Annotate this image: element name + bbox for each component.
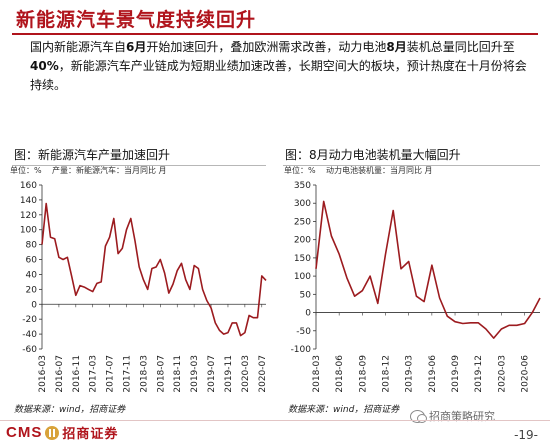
production-xtick-label: 2016-07 <box>55 355 65 393</box>
production-ytick-label: 80 <box>26 241 38 251</box>
battery-ytick-label: 100 <box>294 272 311 282</box>
production-xtick-label: 2019-07 <box>207 355 217 393</box>
production-xtick-label: 2018-11 <box>173 355 183 393</box>
battery-xtick-label: 2018-09 <box>358 355 368 393</box>
watermark: 招商策略研究 <box>410 408 495 424</box>
source-note-right: 数据来源：wind，招商证券 <box>288 405 400 415</box>
source-note-left: 数据来源：wind，招商证券 <box>14 405 126 415</box>
cms-logo-icon <box>45 425 60 440</box>
production-ytick-label: 40 <box>26 270 38 280</box>
battery-ytick-label: 0 <box>305 309 311 319</box>
page-number: -19- <box>514 428 538 442</box>
production-series-line-0 <box>41 202 267 337</box>
production-ytick-label: 100 <box>20 226 37 236</box>
production-xtick-label: 2017-03 <box>89 355 99 393</box>
production-ytick-label: 20 <box>26 285 38 295</box>
battery-ytick-label: 150 <box>294 254 311 264</box>
battery-xtick-label: 2019-12 <box>474 355 484 393</box>
production-ytick-label: 120 <box>20 211 37 221</box>
battery-ytick-label: 300 <box>294 199 311 209</box>
production-yoy-chart: 单位：% 产量：新能源汽车：当月同比 月 -60 -40 -20 0 20 40 60 80 100… <box>10 165 268 393</box>
summary-text: 国内新能源汽车自6月开始加速回升，叠加欧洲需求改善，动力电池8月装机总量同比回升… <box>30 38 535 95</box>
battery-series-line-0 <box>315 200 541 339</box>
production-xtick-label: 2018-07 <box>156 355 166 393</box>
battery-xtick-label: 2019-06 <box>428 355 438 393</box>
summary-part-3: 装机总量同比回升至 <box>406 40 515 54</box>
title-divider <box>12 33 538 35</box>
production-unit-label: 单位：% <box>10 165 42 175</box>
chart-title-battery: 图：8月动力电池装机量大幅回升 <box>283 145 540 166</box>
summary-part-1: 国内新能源汽车自 <box>30 40 127 54</box>
battery-xtick-label: 2019-03 <box>405 355 415 393</box>
production-ytick-label: -60 <box>22 345 37 355</box>
production-xtick-label: 2016-03 <box>38 355 48 393</box>
production-series-label: 产量：新能源汽车：当月同比 月 <box>52 165 167 175</box>
summary-bold-2: 8月 <box>386 40 407 54</box>
battery-ytick-label: -100 <box>291 345 312 355</box>
battery-installation-yoy-chart: 单位：% 动力电池装机量：当月同比 月 -100 -50 0 50 100 150 200 250… <box>284 165 541 393</box>
battery-ytick-label: 350 <box>294 181 311 191</box>
production-ytick-label: -40 <box>22 330 37 340</box>
summary-bold-3: 40% <box>30 59 59 73</box>
production-ytick-label: 60 <box>26 256 38 266</box>
production-ytick-label: 140 <box>20 196 37 206</box>
battery-xtick-label: 2020-06 <box>521 355 531 393</box>
production-ytick-label: 160 <box>20 181 37 191</box>
production-xtick-label: 2020-03 <box>241 355 251 393</box>
production-ytick-label: 0 <box>31 300 37 310</box>
battery-ytick-label: -50 <box>296 327 311 337</box>
summary-part-4: ，新能源汽车产业链成为短期业绩加速改善，长期空间大的板块，预计热度在十月份将会持… <box>30 59 527 92</box>
battery-unit-label: 单位：% <box>284 165 316 175</box>
battery-xtick-label: 2020-03 <box>497 355 507 393</box>
brand-cn: 招商证券 <box>62 426 119 441</box>
battery-ytick-label: 200 <box>294 236 311 246</box>
footer-divider <box>0 420 550 421</box>
brand-en: CMS <box>6 424 43 441</box>
battery-ytick-label: 250 <box>294 217 311 227</box>
battery-xtick-label: 2018-06 <box>335 355 345 393</box>
page-title: 新能源汽车景气度持续回升 <box>16 9 257 31</box>
production-xtick-label: 2018-03 <box>139 355 149 393</box>
battery-series-label: 动力电池装机量：当月同比 月 <box>326 165 433 175</box>
wechat-icon <box>410 409 427 423</box>
production-xtick-label: 2016-11 <box>72 355 82 393</box>
production-xtick-label: 2019-11 <box>224 355 234 393</box>
summary-part-2: 开始加速回升，叠加欧洲需求改善，动力电池 <box>146 40 387 54</box>
battery-ytick-label: 50 <box>300 290 312 300</box>
battery-xtick-label: 2019-09 <box>451 355 461 393</box>
battery-xtick-label: 2018-03 <box>312 355 322 393</box>
production-xtick-label: 2019-03 <box>190 355 200 393</box>
production-ytick-label: -20 <box>22 315 37 325</box>
chart-title-production: 图：新能源汽车产量加速回升 <box>12 145 266 166</box>
production-xtick-label: 2020-07 <box>258 355 268 393</box>
battery-xtick-label: 2018-12 <box>382 355 392 393</box>
watermark-text: 招商策略研究 <box>429 410 495 423</box>
summary-bold-1: 6月 <box>126 40 147 54</box>
production-xtick-label: 2017-07 <box>106 355 116 393</box>
production-xtick-label: 2017-11 <box>123 355 133 393</box>
brand-logo: CMS 招商证券 <box>6 423 118 442</box>
